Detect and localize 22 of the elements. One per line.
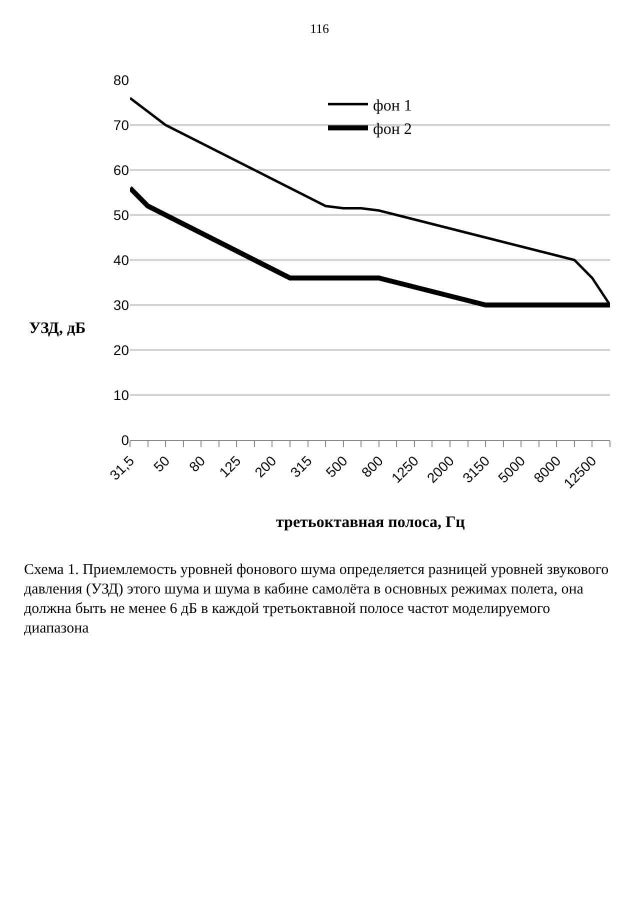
y-tick-label: 70: [113, 116, 130, 133]
legend-label: фон 2: [373, 121, 412, 138]
y-tick-label: 80: [113, 72, 130, 88]
text: 116: [310, 21, 330, 36]
y-tick-label: 0: [121, 432, 130, 448]
y-axis-title: УЗД, дБ: [29, 320, 86, 337]
x-tick-label: 80: [186, 452, 208, 475]
y-tick-label: 60: [113, 162, 130, 178]
y-tick-label: 30: [113, 296, 130, 313]
y-tick-label: 40: [113, 252, 130, 268]
x-tick-label: 315: [287, 452, 315, 480]
legend-label: фон 1: [373, 97, 412, 114]
x-tick-label: 50: [150, 452, 173, 475]
x-axis-title: третьоктавная полоса, Гц: [276, 514, 465, 531]
x-tick-label: 500: [322, 452, 351, 480]
x-tick-label: 125: [216, 452, 244, 480]
y-tick-label: 10: [113, 386, 130, 403]
x-tick-label: 800: [358, 452, 386, 480]
x-tick-label: 200: [251, 452, 280, 480]
y-tick-label: 20: [113, 342, 130, 358]
y-tick-label: 50: [113, 206, 130, 223]
text: Схема 1. Приемлемость уровней фонового шума определяется разницей уровней звукового давления (УЗД) этого шума и шума в кабине самолёта в основных режимах полета, она должна быть не менее 6 дБ в каждой третьоктавной полосе частот моделируемого диапазона: [24, 562, 609, 636]
